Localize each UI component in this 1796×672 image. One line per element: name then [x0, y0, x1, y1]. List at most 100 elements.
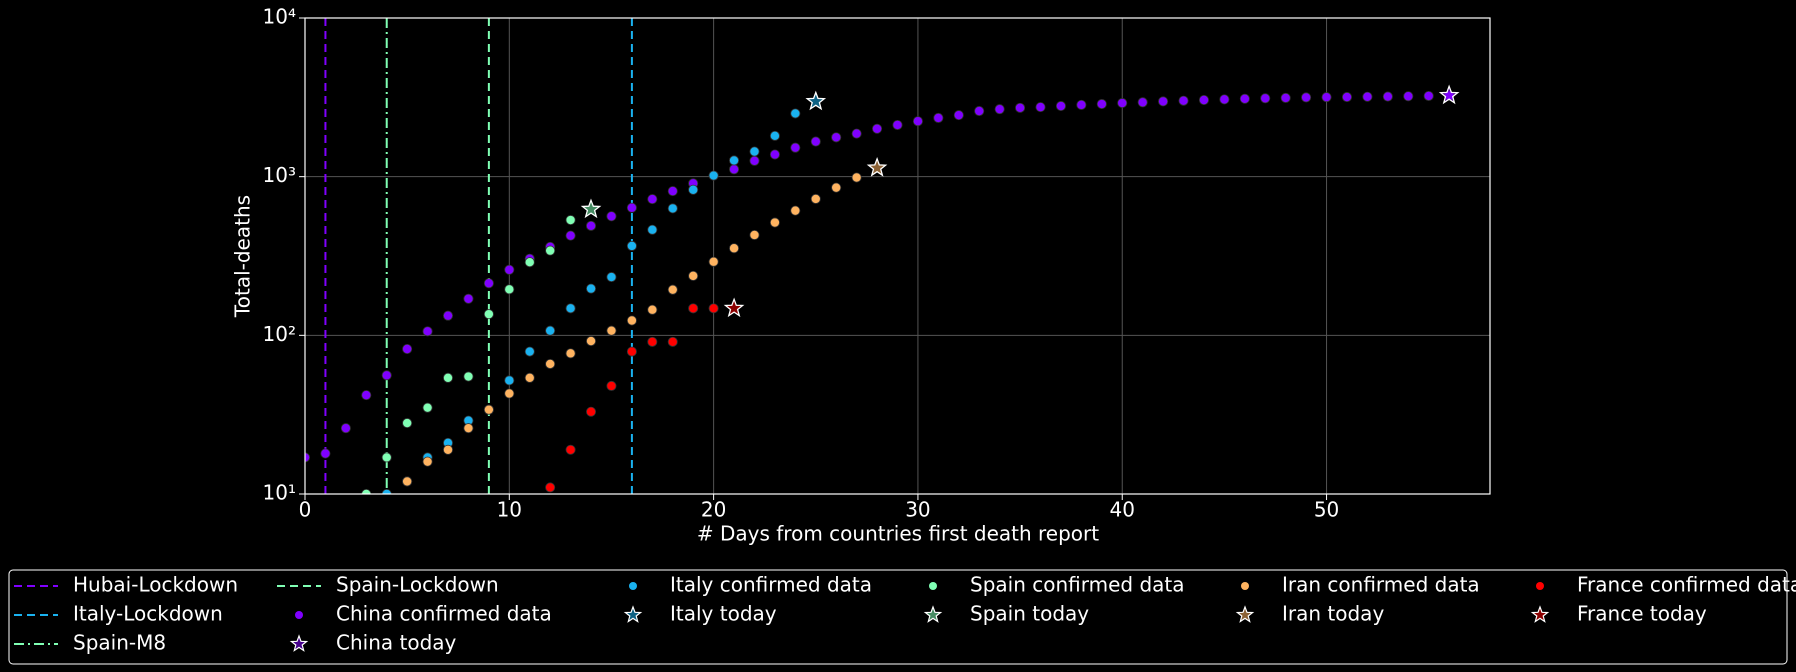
data-point: [1178, 95, 1189, 106]
y-tick-label: 10¹: [263, 481, 296, 505]
data-point: [1382, 91, 1393, 102]
legend-label: Iran confirmed data: [1282, 573, 1480, 597]
data-point: [524, 346, 535, 357]
data-point: [504, 388, 515, 399]
data-point: [362, 537, 371, 546]
data-point: [1035, 102, 1046, 113]
legend-swatch: [1530, 605, 1550, 623]
data-point: [305, 452, 310, 463]
legend-swatch: [289, 634, 309, 652]
data-point: [647, 304, 658, 315]
data-point: [729, 164, 740, 175]
x-tick-label: 30: [905, 498, 930, 522]
legend-swatch: [623, 605, 643, 623]
data-point: [524, 372, 535, 383]
data-point: [729, 155, 740, 166]
legend-swatch: [295, 611, 303, 619]
data-point: [1076, 99, 1087, 110]
data-point: [382, 505, 391, 514]
legend-label: China confirmed data: [336, 602, 552, 626]
legend-label: Italy-Lockdown: [73, 602, 223, 626]
data-point: [381, 452, 392, 463]
data-point: [545, 482, 556, 493]
data-point: [790, 142, 801, 153]
data-point: [667, 203, 678, 214]
data-point: [586, 283, 597, 294]
data-point: [1219, 94, 1230, 105]
data-point: [1260, 93, 1271, 104]
data-point: [647, 224, 658, 235]
data-point: [749, 229, 760, 240]
data-point: [1055, 101, 1066, 112]
data-point: [810, 193, 821, 204]
data-point: [545, 325, 556, 336]
plot-area: [305, 18, 1460, 562]
data-point: [626, 315, 637, 326]
data-point: [810, 136, 821, 147]
data-point: [1362, 91, 1373, 102]
data-point: [953, 110, 964, 121]
data-point: [1341, 92, 1352, 103]
data-point: [851, 172, 862, 183]
data-point: [341, 553, 350, 562]
data-point: [729, 243, 740, 254]
data-point: [626, 240, 637, 251]
legend-swatch: [1235, 605, 1255, 623]
data-point: [1137, 97, 1148, 108]
data-point: [586, 220, 597, 231]
legend-swatch: [1536, 582, 1544, 590]
today-marker: [805, 90, 827, 111]
data-point: [667, 284, 678, 295]
data-point: [769, 149, 780, 160]
data-point: [1015, 102, 1026, 113]
data-point: [525, 497, 534, 506]
data-point: [320, 448, 331, 459]
data-point: [749, 146, 760, 157]
data-point: [708, 256, 719, 267]
data-point: [443, 444, 454, 455]
data-point: [1423, 90, 1434, 101]
data-point: [769, 217, 780, 228]
data-point: [381, 370, 392, 381]
data-point: [362, 514, 371, 523]
data-point: [463, 371, 474, 382]
x-axis-label: # Days from countries first death report: [697, 522, 1099, 546]
data-point: [565, 230, 576, 241]
data-point: [667, 186, 678, 197]
legend-label: Italy confirmed data: [670, 573, 872, 597]
data-point: [361, 390, 372, 401]
data-point: [443, 372, 454, 383]
y-tick-label: 10²: [263, 322, 296, 346]
data-point: [483, 309, 494, 320]
data-point: [586, 406, 597, 417]
data-point: [708, 170, 719, 181]
data-point: [769, 130, 780, 141]
data-point: [565, 348, 576, 359]
data-point: [321, 537, 330, 546]
data-point: [402, 344, 413, 355]
data-point: [790, 205, 801, 216]
legend-swatch: [929, 582, 937, 590]
data-point: [647, 194, 658, 205]
data-point: [606, 211, 617, 222]
data-point: [688, 184, 699, 195]
data-point: [463, 423, 474, 434]
data-point: [708, 303, 719, 314]
legend-label: Spain-M8: [73, 631, 166, 655]
today-marker: [580, 198, 602, 219]
x-tick-label: 0: [299, 498, 312, 522]
data-point: [1239, 93, 1250, 104]
data-point: [872, 123, 883, 134]
x-tick-label: 40: [1110, 498, 1135, 522]
data-point: [667, 336, 678, 347]
data-point: [483, 278, 494, 289]
data-point: [422, 402, 433, 413]
data-point: [545, 358, 556, 369]
legend-swatch: [1241, 582, 1249, 590]
data-point: [504, 284, 515, 295]
data-point: [422, 326, 433, 337]
data-point: [1280, 92, 1291, 103]
data-point: [912, 116, 923, 127]
data-point: [974, 106, 985, 117]
